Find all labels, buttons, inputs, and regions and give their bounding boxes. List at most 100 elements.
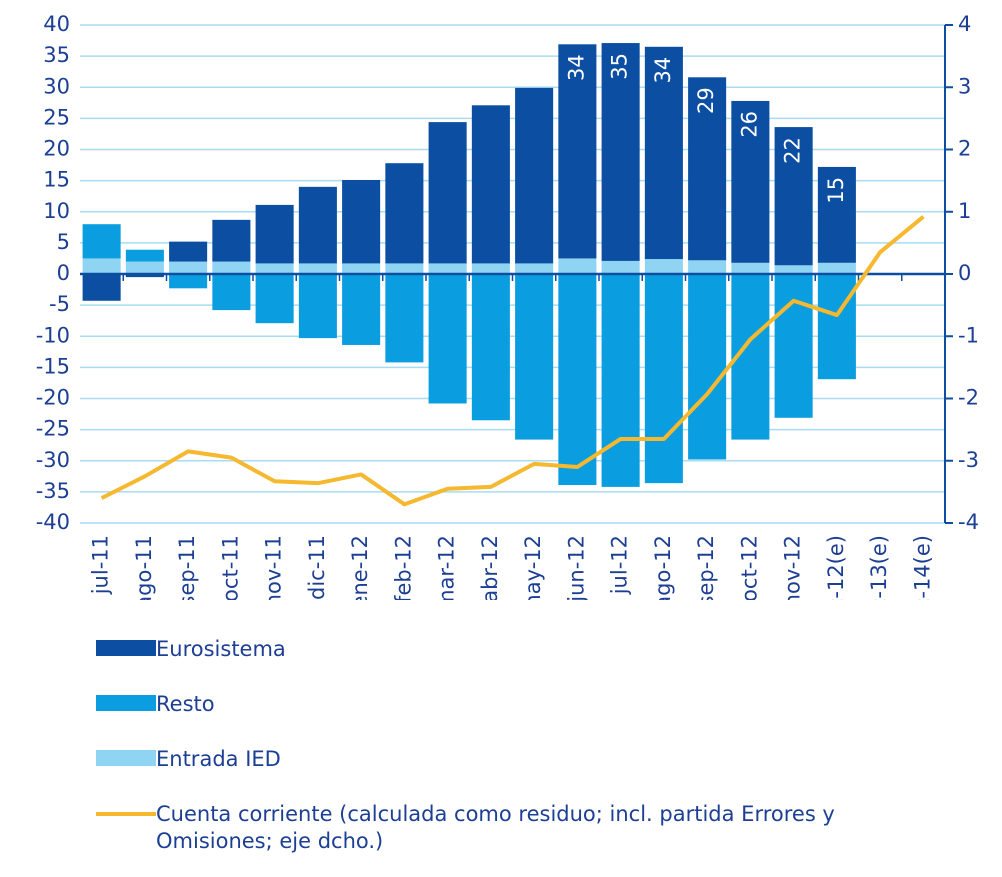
bar (82, 274, 121, 301)
bar (644, 274, 683, 484)
bar (255, 263, 294, 274)
bar (212, 219, 251, 262)
data-label: 34 (651, 57, 675, 84)
data-label: 26 (737, 111, 761, 138)
x-tick-label: feb-12 (391, 535, 415, 600)
chart: -40-35-30-25-20-15-10-50510152025303540-… (36, 12, 979, 600)
bar (125, 274, 164, 278)
x-tick-label: jun-12 (564, 535, 588, 600)
bar (385, 263, 424, 274)
data-label: 29 (694, 87, 718, 114)
x-tick-label: sep-11 (175, 535, 199, 600)
bar (688, 274, 727, 460)
x-tick-label: ago-11 (132, 535, 156, 600)
legend-swatch (96, 750, 156, 766)
bar (558, 44, 597, 259)
x-tick-label: ago-12 (651, 535, 675, 600)
bar (688, 77, 727, 261)
bar (342, 274, 381, 345)
bar (428, 263, 467, 274)
x-tick-label: sep-12 (694, 535, 718, 600)
legend-label: Eurosistema (156, 637, 286, 661)
data-label: 35 (608, 53, 632, 80)
y-tick-label: -30 (36, 448, 70, 472)
x-tick-label: oct-12 (737, 535, 761, 600)
x-tick-label: dic-12(e) (824, 535, 848, 600)
bar (82, 224, 121, 259)
legend-item: Eurosistema (96, 636, 876, 663)
bar (558, 258, 597, 274)
y2-tick-label: 3 (958, 74, 971, 98)
bar (385, 274, 424, 363)
y-tick-label: -10 (36, 323, 70, 347)
bar (515, 87, 554, 264)
legend-swatch (96, 640, 156, 656)
legend-label: Resto (156, 692, 215, 716)
x-tick-label: dic-14(e) (910, 535, 934, 600)
x-tick-label: mar-12 (435, 535, 459, 600)
data-label: 15 (824, 177, 848, 204)
y2-tick-label: -1 (958, 323, 979, 347)
y2-tick-label: -3 (958, 448, 979, 472)
legend-item: Resto (96, 691, 876, 718)
y-tick-label: 5 (57, 230, 70, 254)
bar (515, 263, 554, 274)
y-tick-label: -5 (49, 292, 70, 316)
y-tick-label: 10 (43, 199, 70, 223)
y2-tick-label: -4 (958, 510, 979, 534)
x-tick-label: nov-11 (262, 535, 286, 600)
y-tick-label: 30 (43, 74, 70, 98)
bar (125, 261, 164, 274)
bar (169, 241, 208, 262)
bar (817, 274, 856, 380)
x-tick-label: abr-12 (478, 535, 502, 600)
bar (125, 249, 164, 262)
x-tick-label: dic-13(e) (867, 535, 891, 600)
bar (817, 262, 856, 274)
bar (731, 100, 770, 263)
y-tick-label: 25 (43, 105, 70, 129)
bar (471, 274, 510, 421)
y-tick-label: -20 (36, 386, 70, 410)
y-tick-label: 15 (43, 168, 70, 192)
x-tick-label: oct-11 (218, 535, 242, 600)
x-tick-label: ene-12 (348, 535, 372, 600)
y-tick-label: 20 (43, 137, 70, 161)
data-label: 22 (781, 137, 805, 164)
legend-item: Cuenta corriente (calculada como residuo… (96, 801, 876, 855)
legend-item: Entrada IED (96, 746, 876, 773)
bar (644, 46, 683, 260)
bar (212, 274, 251, 311)
bar (342, 180, 381, 264)
bar (774, 127, 813, 266)
bar (169, 274, 208, 289)
bar (255, 274, 294, 324)
bar (817, 166, 856, 263)
bar (298, 274, 337, 339)
bar (515, 274, 554, 440)
y-tick-label: 35 (43, 43, 70, 67)
x-tick-label: dic-11 (305, 535, 329, 600)
y2-tick-label: 1 (958, 199, 971, 223)
x-tick-label: may-12 (521, 535, 545, 600)
bar (428, 122, 467, 264)
legend-label: Entrada IED (156, 747, 281, 771)
bar (774, 265, 813, 274)
bar (471, 105, 510, 264)
bar (428, 274, 467, 404)
bar (558, 274, 597, 486)
bar (471, 263, 510, 274)
line (100, 215, 925, 507)
bar (774, 274, 813, 418)
y-tick-label: 0 (57, 261, 70, 285)
bar (601, 43, 640, 261)
legend-swatch (96, 812, 156, 816)
bar (644, 259, 683, 274)
bar (601, 274, 640, 487)
bar (385, 163, 424, 264)
x-tick-label: jul-11 (89, 535, 113, 595)
y-tick-label: -40 (36, 510, 70, 534)
bar (731, 262, 770, 274)
y-tick-label: -15 (36, 354, 70, 378)
